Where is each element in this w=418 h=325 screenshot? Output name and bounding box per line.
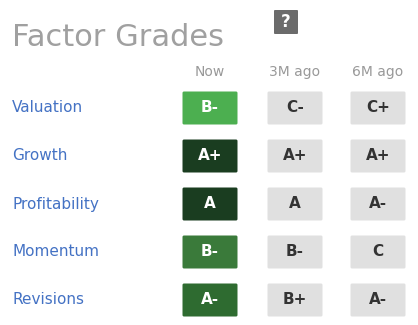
Text: Profitability: Profitability	[12, 197, 99, 212]
FancyBboxPatch shape	[268, 283, 323, 317]
Text: B+: B+	[283, 292, 307, 307]
FancyBboxPatch shape	[351, 139, 405, 173]
FancyBboxPatch shape	[268, 188, 323, 220]
Text: 6M ago: 6M ago	[352, 65, 404, 79]
FancyBboxPatch shape	[351, 236, 405, 268]
Text: Valuation: Valuation	[12, 100, 83, 115]
Text: 3M ago: 3M ago	[270, 65, 321, 79]
Text: A+: A+	[283, 149, 307, 163]
Text: Now: Now	[195, 65, 225, 79]
Text: C-: C-	[286, 100, 304, 115]
Text: Growth: Growth	[12, 149, 67, 163]
Text: A: A	[204, 197, 216, 212]
FancyBboxPatch shape	[183, 236, 237, 268]
FancyBboxPatch shape	[351, 283, 405, 317]
Text: C: C	[372, 244, 384, 259]
FancyBboxPatch shape	[268, 236, 323, 268]
FancyBboxPatch shape	[183, 92, 237, 124]
FancyBboxPatch shape	[183, 283, 237, 317]
Text: B-: B-	[201, 244, 219, 259]
FancyBboxPatch shape	[268, 139, 323, 173]
FancyBboxPatch shape	[268, 92, 323, 124]
FancyBboxPatch shape	[183, 139, 237, 173]
FancyBboxPatch shape	[183, 188, 237, 220]
FancyBboxPatch shape	[351, 92, 405, 124]
Text: Momentum: Momentum	[12, 244, 99, 259]
Text: A+: A+	[366, 149, 390, 163]
Text: A+: A+	[198, 149, 222, 163]
Text: C+: C+	[366, 100, 390, 115]
Text: A-: A-	[369, 292, 387, 307]
Text: A-: A-	[369, 197, 387, 212]
Text: A: A	[289, 197, 301, 212]
Text: Revisions: Revisions	[12, 292, 84, 307]
FancyBboxPatch shape	[351, 188, 405, 220]
Text: B-: B-	[286, 244, 304, 259]
Text: Factor Grades: Factor Grades	[12, 23, 224, 53]
Text: B-: B-	[201, 100, 219, 115]
Text: A-: A-	[201, 292, 219, 307]
FancyBboxPatch shape	[274, 10, 298, 34]
Text: ?: ?	[281, 13, 291, 31]
